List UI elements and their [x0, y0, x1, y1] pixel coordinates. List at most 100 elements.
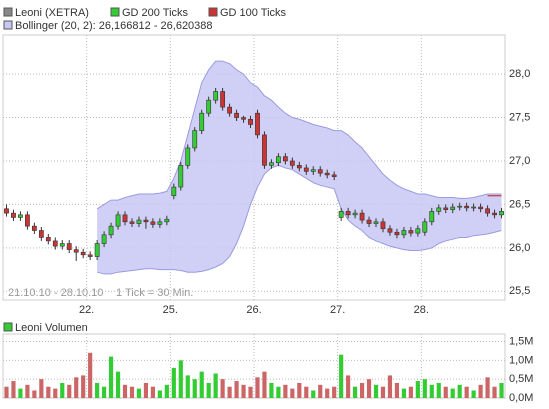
candle-body [4, 208, 9, 214]
volume-bar [325, 388, 330, 398]
range-label: 21.10.10 - 28.10.10 [8, 287, 103, 299]
candle-body [38, 230, 44, 238]
candle-body [52, 240, 58, 247]
volume-bar [234, 381, 239, 398]
volume-bar [192, 379, 197, 398]
candle-body [380, 221, 386, 230]
candle-body [59, 243, 65, 247]
volume-bar [150, 386, 155, 398]
volume-bar [380, 386, 386, 398]
volume-bar [136, 388, 142, 398]
candle-body [101, 234, 107, 244]
volume-bar [81, 375, 86, 398]
bollinger-lower [97, 164, 502, 275]
candle-body [164, 218, 170, 223]
legend-swatch [3, 7, 13, 17]
candle-body [178, 165, 184, 188]
volume-bar [401, 388, 406, 398]
volume-bar [359, 382, 365, 398]
candle-body [80, 251, 86, 256]
volume-bar [39, 379, 44, 398]
volume-bar [11, 381, 16, 398]
volume-bar [227, 386, 232, 398]
x-tick-label: 25. [163, 304, 178, 316]
candle-body [471, 206, 477, 209]
candle-body [443, 207, 449, 210]
volume-bar [4, 386, 9, 398]
volume-bar [262, 371, 267, 398]
candle-body [25, 214, 30, 227]
volume-bar [32, 390, 37, 398]
candle-body [11, 212, 16, 218]
volume-bar [436, 382, 441, 398]
volume-bar [485, 377, 490, 398]
candle-body [143, 219, 149, 223]
volume-bar [108, 356, 114, 398]
volume-bar [304, 386, 309, 398]
y-tick-label: 1,0M [509, 354, 533, 366]
volume-bar [185, 375, 190, 398]
candle-body [408, 230, 414, 234]
candle-body [359, 212, 365, 221]
volume-bar [122, 384, 128, 398]
volume-bar [164, 384, 169, 398]
candle-body [373, 221, 379, 224]
volume-bar [415, 381, 420, 398]
volume-bar [88, 352, 93, 398]
candle-body [422, 221, 428, 233]
candle-body [415, 228, 421, 234]
volume-bar [199, 371, 204, 398]
candle-body [157, 221, 163, 225]
volume-bar [248, 386, 253, 398]
candle-body [248, 118, 253, 125]
volume-bar [422, 379, 427, 398]
candle-body [220, 91, 226, 108]
volume-bar [499, 382, 504, 398]
candle-body [262, 134, 267, 166]
volume-bar [346, 375, 351, 398]
bollinger-upper [96, 60, 502, 210]
volume-bar [471, 390, 476, 398]
volume-bar [129, 386, 135, 398]
legend-label: Leoni (XETRA) [15, 7, 89, 19]
volume-bar [67, 384, 72, 398]
candle-body [485, 208, 490, 214]
volume-bar [297, 382, 302, 398]
candle-body [234, 112, 239, 118]
tick-label: 1 Tick = 30 Min. [116, 287, 193, 299]
volume-bar [178, 360, 183, 398]
candle-body [94, 243, 100, 257]
candle-body [136, 219, 142, 224]
candle-body [296, 165, 302, 169]
x-tick-label: 26. [246, 304, 261, 316]
legend-label: GD 200 Ticks [122, 7, 189, 19]
volume-bar [290, 388, 295, 398]
volume-bar [464, 386, 469, 398]
candle-body [331, 174, 337, 177]
candle-body [185, 147, 191, 166]
candle-body [108, 225, 114, 236]
volume-bar [311, 390, 316, 398]
candle-body [213, 91, 219, 101]
candle-body [352, 212, 358, 216]
volume-bar [95, 382, 100, 398]
candle-body [394, 231, 400, 236]
volume-bar [492, 386, 497, 398]
volume-bar [366, 379, 372, 398]
volume-panel [2, 333, 506, 399]
volume-bar [213, 373, 218, 398]
candle-body [241, 117, 246, 120]
volume-bar [241, 384, 246, 398]
candle-body [401, 230, 407, 236]
candle-body [387, 228, 393, 233]
volume-bar [443, 386, 448, 398]
y-tick-label: 0,5M [509, 373, 533, 385]
y-tick-label: 25,5 [509, 285, 530, 297]
candle-body [171, 186, 177, 197]
candle-body [338, 211, 344, 218]
volume-bar [220, 379, 225, 398]
y-tick-label: 28,0 [509, 68, 530, 80]
candle-body [303, 167, 309, 172]
volume-bar [74, 377, 79, 398]
